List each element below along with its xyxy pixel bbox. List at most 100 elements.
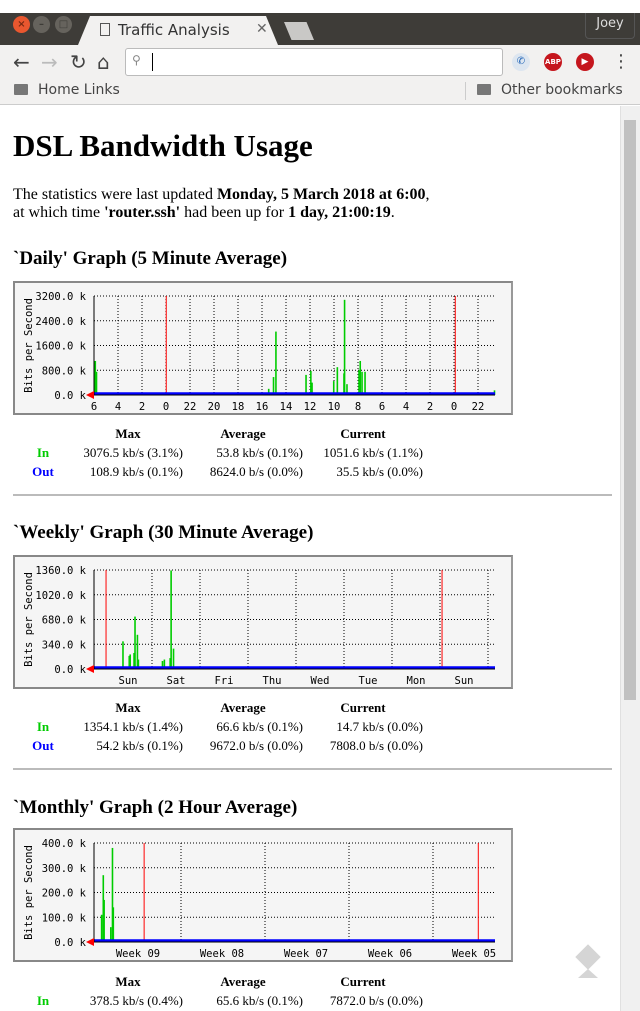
minimize-window-button[interactable]: – [33, 16, 50, 33]
y-tick-label: 1360.0 k [35, 565, 86, 577]
page-icon [100, 23, 110, 36]
page-content: DSL Bandwidth Usage The statistics were … [0, 106, 620, 1011]
average-header: Average [220, 699, 266, 715]
bookmark-label: Home Links [38, 82, 120, 98]
in-traffic-bar [332, 381, 335, 395]
in-traffic-bar [169, 658, 171, 669]
x-tick-label: 16 [256, 401, 269, 413]
in-traffic-bar [103, 899, 105, 942]
bookmark-home-links[interactable]: Home Links [14, 82, 120, 98]
y-tick-label: 0.0 k [54, 937, 86, 949]
reload-icon[interactable]: ↻ [70, 50, 87, 74]
x-tick-label: Week 09 [116, 948, 160, 960]
in-traffic-bar [310, 370, 312, 395]
stats-table: Max Average Current In 378.5 kb/s (0.4%) 65.6… [13, 972, 423, 1011]
stats-row-out: Out 108.9 kb/s (0.1%) 8624.0 b/s (0.0%) 35.… [13, 462, 423, 481]
stat-value: 1051.6 kb/s (1.1%) [323, 444, 423, 460]
x-tick-label: 22 [472, 401, 485, 413]
section-divider [13, 768, 612, 770]
tab-traffic-analysis[interactable]: Traffic Analysis ✕ [78, 16, 278, 45]
in-traffic-bar [163, 659, 166, 669]
new-tab-button[interactable] [284, 22, 314, 40]
x-tick-label: 0 [163, 401, 169, 413]
home-icon[interactable]: ⌂ [97, 50, 110, 74]
in-traffic-bar [275, 331, 277, 395]
out-label: Out [32, 463, 54, 479]
search-icon: ⚲ [132, 53, 141, 67]
axis-arrow [86, 665, 94, 673]
x-tick-label: 6 [379, 401, 385, 413]
y-tick-label: 3200.0 k [35, 291, 86, 303]
x-tick-label: Week 08 [200, 948, 244, 960]
in-label: In [36, 718, 50, 734]
in-label: In [36, 992, 50, 1008]
stat-value: 14.7 kb/s (0.0%) [336, 718, 423, 734]
menu-icon[interactable]: ⋮ [612, 51, 630, 72]
x-tick-label: Sun [455, 675, 474, 687]
graph-title: `Daily' Graph (5 Minute Average) [13, 248, 288, 269]
in-traffic-bar [336, 367, 339, 395]
folder-icon [14, 84, 28, 95]
in-traffic-bar [128, 655, 131, 669]
graph-title: `Monthly' Graph (2 Hour Average) [13, 797, 298, 818]
current-header: Current [340, 973, 386, 989]
x-tick-label: Sun [119, 675, 138, 687]
stat-value: 7808.0 b/s (0.0%) [329, 737, 423, 753]
in-traffic-bar [343, 299, 346, 395]
in-traffic-bar [170, 570, 172, 669]
stat-value: 108.9 kb/s (0.1%) [89, 463, 183, 479]
text-cursor [152, 53, 153, 71]
x-tick-label: 6 [91, 401, 97, 413]
stats-header: Max Average Current [13, 972, 423, 991]
in-traffic-bar [272, 377, 275, 395]
scrollbar[interactable] [620, 106, 640, 1011]
in-traffic-bar [133, 652, 135, 669]
x-tick-label: 8 [355, 401, 361, 413]
x-tick-label: 18 [232, 401, 245, 413]
x-tick-label: Tue [359, 675, 378, 687]
stats-header: Max Average Current [13, 424, 423, 443]
x-tick-label: 4 [403, 401, 409, 413]
scrollbar-thumb[interactable] [624, 120, 636, 700]
address-bar[interactable]: ⚲ [125, 48, 503, 76]
x-tick-label: Week 07 [284, 948, 328, 960]
in-traffic-bar [359, 360, 362, 395]
in-traffic-bar [137, 659, 140, 669]
x-tick-label: Week 05 [452, 948, 496, 960]
phone-icon[interactable]: ✆ [512, 53, 530, 71]
close-tab-icon[interactable]: ✕ [256, 21, 268, 37]
axis-arrow [86, 391, 94, 399]
in-traffic-bar [94, 360, 97, 395]
section-divider [13, 494, 612, 496]
stats-table: Max Average Current In 1354.1 kb/s (1.4%) 66.… [13, 698, 423, 755]
x-tick-label: 10 [328, 401, 341, 413]
page-title: DSL Bandwidth Usage [13, 128, 313, 163]
in-traffic-bar [110, 927, 112, 942]
in-traffic-bar [129, 654, 132, 669]
y-tick-label: 340.0 k [42, 639, 87, 651]
in-traffic-bar [111, 847, 114, 942]
abp-icon[interactable]: ABP [544, 53, 562, 71]
x-tick-label: Sat [167, 675, 186, 687]
bookmark-other[interactable]: Other bookmarks [477, 82, 623, 98]
back-icon[interactable]: ← [13, 50, 30, 74]
in-traffic-bar [172, 648, 175, 669]
maximize-window-button[interactable]: □ [55, 16, 72, 33]
in-label: In [36, 444, 50, 460]
y-tick-label: 300.0 k [42, 863, 87, 875]
average-header: Average [220, 973, 266, 989]
play-icon[interactable]: ▶ [576, 53, 594, 71]
forward-icon[interactable]: → [41, 50, 58, 74]
x-tick-label: 4 [115, 401, 121, 413]
profile-button[interactable]: Joey [585, 13, 635, 39]
stat-value: 54.2 kb/s (0.1%) [96, 737, 183, 753]
x-tick-label: 12 [304, 401, 317, 413]
in-traffic-bar [161, 660, 164, 669]
stat-value: 65.6 kb/s (0.1%) [216, 992, 303, 1008]
stats-row-out: Out 54.2 kb/s (0.1%) 9672.0 b/s (0.0%) 7808… [13, 736, 423, 755]
close-window-button[interactable]: × [13, 16, 30, 33]
average-header: Average [220, 425, 266, 441]
in-traffic-bar [361, 371, 363, 395]
x-tick-label: 0 [451, 401, 457, 413]
